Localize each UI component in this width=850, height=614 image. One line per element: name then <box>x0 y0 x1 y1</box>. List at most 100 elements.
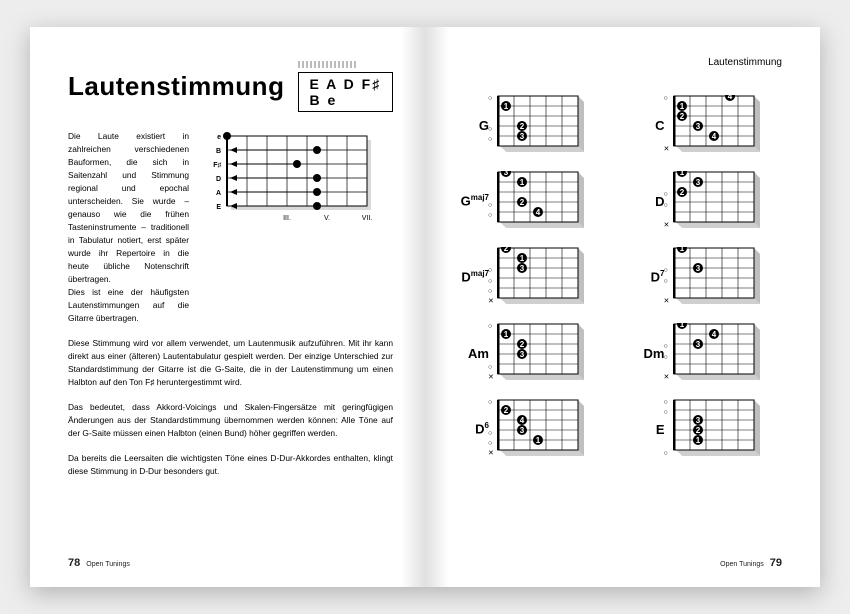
svg-text:E: E <box>216 204 221 211</box>
neck-diagram: eB F♯ DAE III. V. VII. <box>203 130 393 325</box>
svg-text:1: 1 <box>679 171 684 177</box>
svg-text:4: 4 <box>711 132 716 141</box>
chord-name: Dmaj7 <box>457 269 489 284</box>
svg-text:2: 2 <box>679 112 684 121</box>
svg-text:V.: V. <box>324 215 330 222</box>
chord-diagram: ○○○123 <box>497 95 587 155</box>
page-number: 78 <box>68 557 80 569</box>
svg-text:3: 3 <box>520 264 525 273</box>
page-number: 79 <box>770 557 782 569</box>
section-label: Open Tunings <box>86 561 130 568</box>
svg-text:B: B <box>216 148 221 155</box>
string-status: ○○✕ <box>664 323 670 384</box>
intro-paragraph: Die Laute existiert in zahlreichen versc… <box>68 130 189 325</box>
svg-text:4: 4 <box>711 330 716 339</box>
chord-diagram: ○○✕143 <box>673 323 763 383</box>
chord-name: G <box>457 118 489 133</box>
chord-c: C○✕ 4 12 3 4 <box>633 95 783 155</box>
page-left: Lautenstimmung E A D F♯ B e Die Laute ex… <box>30 27 425 587</box>
chord-name: C <box>633 118 665 133</box>
running-head: Lautenstimmung <box>708 57 782 68</box>
svg-text:4: 4 <box>520 416 525 425</box>
string-status: ○○ <box>488 171 492 232</box>
chord-d7: D7○○✕ 1 3 <box>633 247 783 307</box>
chord-name: D6 <box>457 421 489 436</box>
string-status: ○○○✕ <box>488 399 494 460</box>
chord-diagram: ○○✕123 <box>497 323 587 383</box>
string-status: ○○○ <box>488 95 492 156</box>
chord-diagram: ○○○✕213 <box>497 247 587 307</box>
string-status: ○○✕ <box>664 247 670 308</box>
svg-text:2: 2 <box>504 406 509 415</box>
svg-text:2: 2 <box>520 340 525 349</box>
body-para-2: Das bedeutet, dass Akkord-Voicings und S… <box>68 401 393 440</box>
chord-am: Am○○✕ 1 23 <box>457 323 607 383</box>
svg-text:VII.: VII. <box>362 215 373 222</box>
chord-name: D <box>633 194 665 209</box>
chord-diagram: ○○○✕2431 <box>497 399 587 459</box>
footer-left: 78 Open Tunings <box>68 557 130 569</box>
chord-name: Gmaj7 <box>457 193 489 208</box>
string-status: ○○✕ <box>488 323 494 384</box>
svg-text:3: 3 <box>695 122 700 131</box>
chord-diagram: ○○○321 <box>673 399 763 459</box>
svg-text:1: 1 <box>679 247 684 253</box>
string-status: ○○○ <box>664 399 668 460</box>
chord-name: Dm <box>633 346 665 361</box>
svg-text:3: 3 <box>695 178 700 187</box>
chord-name: E <box>633 422 665 437</box>
svg-text:III.: III. <box>283 215 291 222</box>
chord-e: E○○○321 <box>633 399 783 459</box>
svg-text:A: A <box>216 190 221 197</box>
svg-text:1: 1 <box>504 102 509 111</box>
chord-dm: Dm○○✕ 1 4 3 <box>633 323 783 383</box>
chord-diagram: ○○3124 <box>497 171 587 231</box>
svg-text:4: 4 <box>536 208 541 217</box>
svg-text:3: 3 <box>520 350 525 359</box>
book-spread: Lautenstimmung E A D F♯ B e Die Laute ex… <box>30 27 820 587</box>
svg-text:D: D <box>216 176 221 183</box>
svg-text:3: 3 <box>695 264 700 273</box>
chord-dmaj7: Dmaj7○○○✕ 2 13 <box>457 247 607 307</box>
svg-text:3: 3 <box>695 340 700 349</box>
chord-d: D○○✕ 1 3 2 <box>633 171 783 231</box>
svg-text:3: 3 <box>504 171 509 177</box>
chord-gmaj7: Gmaj7○○ 3 1 2 4 <box>457 171 607 231</box>
svg-text:1: 1 <box>679 323 684 329</box>
svg-text:1: 1 <box>679 102 684 111</box>
section-label: Open Tunings <box>720 561 764 568</box>
chord-diagram: ○✕41234 <box>673 95 763 155</box>
string-status: ○○✕ <box>664 171 670 232</box>
body-para-1: Diese Stimmung wird vor allem verwendet,… <box>68 337 393 389</box>
svg-text:1: 1 <box>520 254 525 263</box>
string-status: ○○○✕ <box>488 247 494 308</box>
string-status: ○✕ <box>664 95 670 156</box>
svg-text:F♯: F♯ <box>213 162 221 169</box>
svg-text:2: 2 <box>695 426 700 435</box>
chord-name: D7 <box>633 269 665 284</box>
title-decoration <box>298 61 358 68</box>
svg-text:1: 1 <box>520 178 525 187</box>
chord-d6: D6○○○✕ 2 43 1 <box>457 399 607 459</box>
chord-g: G○○○123 <box>457 95 607 155</box>
svg-text:1: 1 <box>536 436 541 445</box>
svg-text:4: 4 <box>727 95 732 101</box>
page-title: Lautenstimmung <box>68 71 284 102</box>
body-para-3: Da bereits die Leersaiten die wichtigste… <box>68 452 393 478</box>
svg-text:1: 1 <box>504 330 509 339</box>
svg-text:3: 3 <box>520 426 525 435</box>
svg-text:2: 2 <box>504 247 509 253</box>
page-right: Lautenstimmung G○○○123C○✕41234Gmaj7○○312… <box>425 27 820 587</box>
footer-right: 79 Open Tunings <box>720 557 782 569</box>
tuning-box: E A D F♯ B e <box>298 72 393 112</box>
chord-grid: G○○○123C○✕41234Gmaj7○○3124D○○✕132Dmaj7○○… <box>457 95 782 459</box>
svg-text:e: e <box>217 134 221 141</box>
svg-text:2: 2 <box>520 198 525 207</box>
svg-text:2: 2 <box>520 122 525 131</box>
chord-name: Am <box>457 346 489 361</box>
chord-diagram: ○○✕132 <box>673 171 763 231</box>
chord-diagram: ○○✕13 <box>673 247 763 307</box>
svg-text:2: 2 <box>679 188 684 197</box>
svg-text:1: 1 <box>695 436 700 445</box>
svg-text:3: 3 <box>695 416 700 425</box>
